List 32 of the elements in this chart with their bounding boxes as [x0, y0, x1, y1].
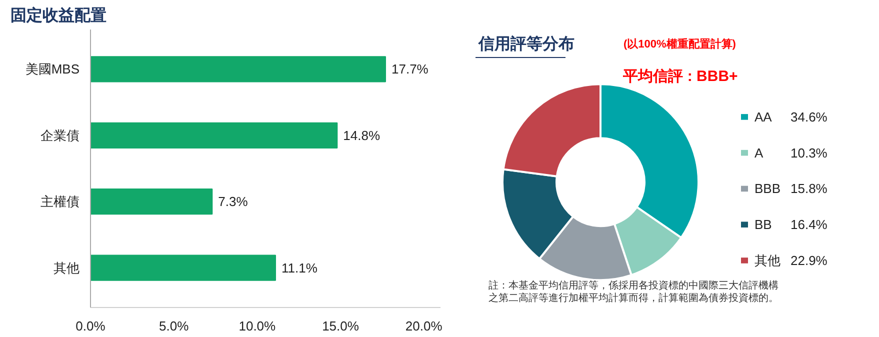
data-label: 7.3%: [218, 194, 248, 210]
x-tick-label: 10.0%: [238, 318, 276, 334]
data-label: 10.3%: [790, 145, 828, 160]
legend-label: 其他: [754, 252, 780, 268]
legend-label: BB: [754, 217, 772, 232]
bar: [90, 188, 213, 215]
legend-label: AA: [754, 109, 772, 124]
data-label: 11.1%: [282, 260, 318, 276]
bar: [90, 56, 386, 82]
legend-label: BBB: [754, 181, 781, 196]
y-tick-label: 美國MBS: [25, 62, 80, 77]
bar: [90, 122, 338, 148]
data-label: 15.8%: [790, 181, 828, 196]
x-tick-label: 20.0%: [405, 318, 443, 334]
chart-subtitle: (以100%權重配置計算): [624, 37, 736, 50]
y-tick-label: 企業債: [40, 128, 80, 143]
chart-title: 信用評等分布: [478, 34, 574, 53]
text: 平均信評 : BBB+: [622, 68, 738, 86]
data-label: 17.7%: [392, 62, 429, 77]
x-tick-label: 5.0%: [159, 318, 190, 334]
legend-label: A: [754, 145, 764, 160]
y-tick-label: 其他: [54, 260, 80, 276]
y-tick-label: 主權債: [40, 194, 80, 210]
text: 註：本基金平均信用評等，係採用各投資標的中國際三大信評機構之第二高評等進行加權平均計算而得，計算範圍為債券投資標的。: [488, 280, 778, 304]
data-label: 22.9%: [790, 252, 828, 268]
bar: [90, 254, 276, 281]
data-label: 34.6%: [790, 109, 828, 124]
x-tick-label: 0.0%: [76, 318, 106, 334]
x-tick-label: 15.0%: [322, 318, 360, 334]
data-label: 16.4%: [790, 217, 828, 232]
chart-title: 固定收益配置: [10, 6, 106, 24]
data-label: 14.8%: [343, 128, 380, 143]
